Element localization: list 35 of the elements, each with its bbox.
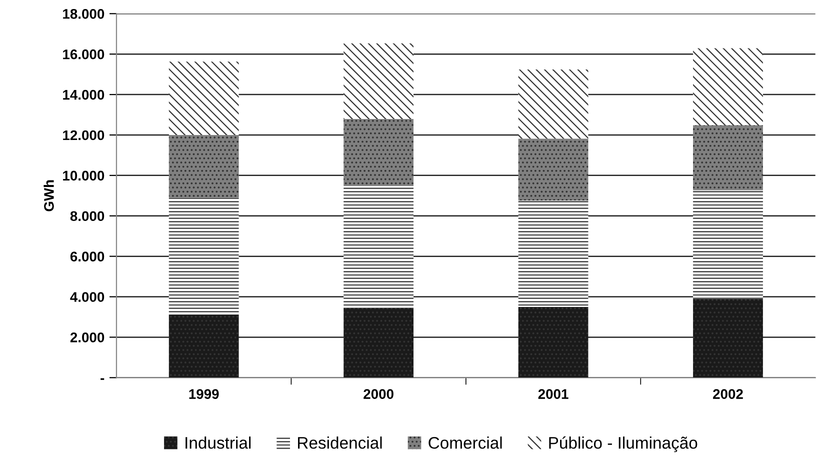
bar [693,190,763,299]
y-tick-label: 14.000 [63,90,104,100]
bar [518,69,588,139]
bar [168,134,239,198]
legend-label: Público - Iluminação [549,436,698,452]
x-tick-label: 2001 [538,389,568,399]
bar [344,119,414,186]
y-tick-label: 10.000 [63,170,104,181]
bar [168,62,239,135]
bar [693,48,763,126]
bar [344,43,414,120]
y-tick-label: 12.000 [63,130,104,140]
x-tick-label: 2000 [364,389,394,399]
bar [168,314,239,378]
x-tick-label: 2002 [713,389,743,399]
bar [693,298,763,378]
y-tick-label: 6.000 [70,252,104,262]
bar [168,198,239,315]
legend-label: Residencial [298,436,382,449]
y-tick-label: 4.000 [70,292,104,302]
legend-label: Industrial [186,436,251,449]
y-tick-label: 8.000 [70,211,104,222]
y-axis-title: GWh [44,180,54,212]
bar [518,200,588,307]
y-tick-label: 2.000 [70,332,104,342]
bar [344,186,414,308]
bar [518,306,588,378]
bar [693,125,763,190]
bar [344,308,414,378]
legend-label: Comercial [428,436,502,449]
y-tick-label: - [100,378,104,380]
x-tick-label: 1999 [189,389,219,399]
y-tick-label: 18.000 [63,8,104,19]
y-tick-label: 16.000 [63,49,104,60]
bar [518,138,588,201]
